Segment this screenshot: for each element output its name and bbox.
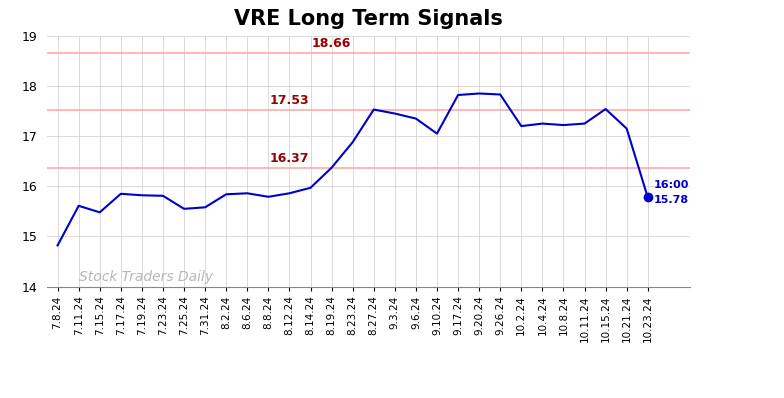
Text: 16.37: 16.37 [270,152,309,165]
Text: 16:00: 16:00 [654,180,689,190]
Text: Stock Traders Daily: Stock Traders Daily [78,270,212,284]
Title: VRE Long Term Signals: VRE Long Term Signals [234,9,503,29]
Text: 17.53: 17.53 [270,94,309,107]
Text: 15.78: 15.78 [654,195,689,205]
Text: 18.66: 18.66 [312,37,351,51]
